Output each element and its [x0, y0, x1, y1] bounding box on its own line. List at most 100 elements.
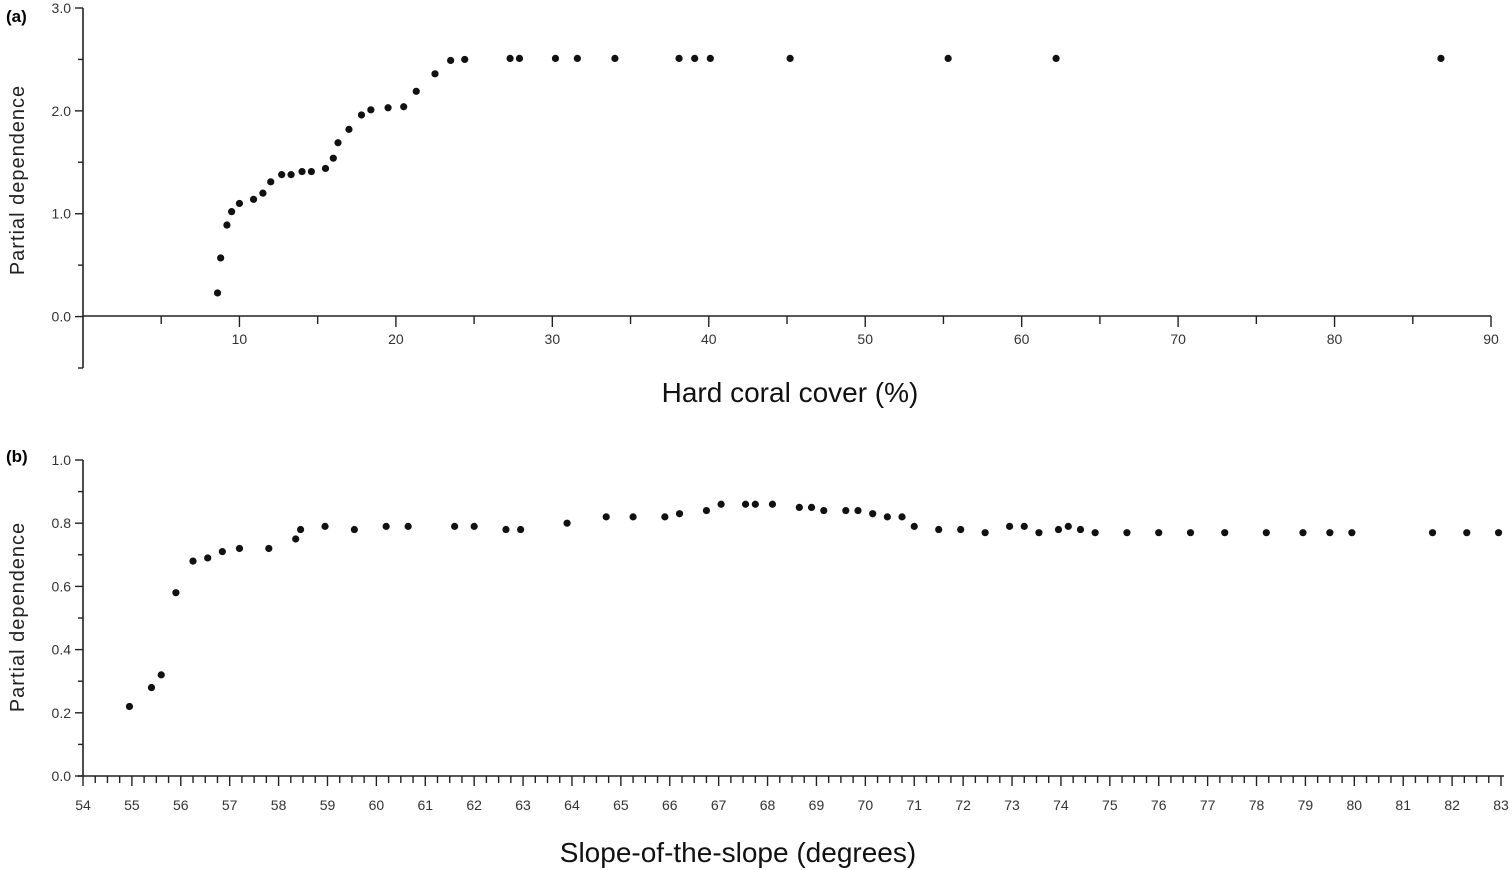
panel-a-data-point — [287, 171, 295, 179]
panel-a-data-point — [431, 70, 439, 78]
panel-b-data-point — [741, 500, 750, 508]
panel-a-data-point — [412, 87, 420, 95]
panel-b-data-point — [898, 513, 906, 521]
panel-b-data-point — [869, 510, 877, 518]
panel-b-x-tick-label: 58 — [271, 797, 287, 813]
panel-b-axes — [78, 460, 1504, 777]
panel-b-x-tick-label: 83 — [1493, 797, 1509, 813]
panel-a-ticks: 0.0 1.0 2.0 3.0 10 20 30 40 50 60 70 80 90 — [52, 0, 1499, 369]
panel-b-x-tick-label: 62 — [466, 797, 482, 813]
panel-b-data-point — [470, 522, 478, 530]
panel-b-data-point — [189, 557, 197, 565]
panel-a-data-point — [235, 199, 244, 208]
panel-b-y-tick-label: 0.4 — [52, 642, 72, 658]
panel-b-y-axis-title: Partial dependence — [7, 522, 29, 712]
panel-b-x-tick-label: 78 — [1249, 797, 1265, 813]
panel-b-data-point — [1054, 525, 1063, 534]
panel-a-label: (a) — [6, 7, 27, 26]
panel-b-data-point — [125, 702, 134, 711]
panel-b-x-tick-label: 59 — [320, 797, 336, 813]
panel-b-y-tick-label: 1.0 — [52, 452, 72, 468]
panel-a-data-point — [259, 189, 267, 197]
panel-a-data-point — [551, 54, 560, 63]
panel-b-data-point — [807, 503, 816, 511]
panel-b-data-point — [204, 554, 212, 562]
panel-b-data-point — [981, 529, 989, 537]
panel-b-x-tick-label: 60 — [369, 797, 385, 813]
panel-a-data-point — [384, 104, 392, 112]
panel-a-data-point — [611, 54, 619, 63]
panel-b-data-point — [517, 525, 525, 534]
panel-b-points — [125, 500, 1503, 711]
panel-a-points — [213, 54, 1445, 297]
panel-b-x-tick-label: 82 — [1444, 797, 1460, 813]
panel-b-data-point — [1299, 529, 1307, 537]
panel-a-data-point — [217, 254, 225, 262]
panel-b-x-axis-title: Slope-of-the-slope (degrees) — [560, 837, 916, 868]
panel-b-x-tick-label: 81 — [1395, 797, 1411, 813]
panel-a-data-point — [461, 55, 469, 64]
panel-a-data-point — [357, 111, 366, 119]
panel-a-x-tick-label: 20 — [388, 331, 404, 347]
panel-a-data-point — [334, 139, 342, 147]
panel-a-data-point — [786, 54, 794, 63]
panel-b-y-tick-label: 0.8 — [52, 515, 72, 531]
panel-b-data-point — [1020, 522, 1028, 530]
panel-a-data-point — [228, 208, 236, 216]
panel-a-y-axis-title: Partial dependence — [7, 85, 29, 275]
panel-a-data-point — [944, 54, 952, 63]
panel-a-x-tick-label: 40 — [701, 331, 717, 347]
panel-b-x-tick-label: 73 — [1004, 797, 1020, 813]
panel-b-data-point — [702, 506, 711, 515]
panel-a: (a) Partial dependence Hard coral cover … — [6, 0, 1499, 408]
panel-a-data-point — [278, 171, 286, 179]
panel-a-data-point — [321, 164, 330, 173]
panel-b-x-tick-label: 70 — [858, 797, 874, 813]
panel-b-data-point — [602, 513, 610, 521]
panel-b-data-point — [563, 519, 571, 527]
panel-b-data-point — [1186, 529, 1195, 537]
panel-b: (b) Partial dependence Slope-of-the-slop… — [6, 447, 1509, 868]
panel-a-x-tick-label: 70 — [1170, 331, 1186, 347]
panel-b-data-point — [296, 525, 305, 534]
panel-a-x-tick-label: 10 — [232, 331, 248, 347]
panel-b-data-point — [1064, 522, 1072, 530]
panel-b-x-tick-label: 76 — [1151, 797, 1167, 813]
panel-b-x-tick-label: 54 — [75, 797, 91, 813]
panel-a-data-point — [223, 221, 231, 229]
panel-b-x-tick-label: 61 — [417, 797, 433, 813]
panel-a-y-tick-label: 3.0 — [52, 0, 72, 16]
panel-a-x-tick-label: 50 — [857, 331, 873, 347]
panel-b-x-tick-label: 79 — [1298, 797, 1314, 813]
panel-b-data-point — [1091, 529, 1099, 537]
panel-a-data-point — [447, 56, 455, 65]
panel-b-x-tick-label: 75 — [1102, 797, 1118, 813]
panel-b-x-tick-label: 63 — [515, 797, 531, 813]
panel-b-data-point — [218, 548, 226, 556]
panel-b-label: (b) — [6, 447, 28, 466]
panel-b-y-tick-label: 0.6 — [52, 578, 72, 594]
panel-a-data-point — [515, 54, 524, 63]
panel-b-data-point — [1221, 529, 1229, 537]
panel-b-data-point — [147, 683, 156, 692]
panel-b-data-point — [820, 506, 828, 515]
panel-b-data-point — [1123, 529, 1131, 537]
panel-a-data-point — [267, 178, 275, 186]
panel-b-x-tick-label: 57 — [222, 797, 238, 813]
panel-a-y-tick-label: 0.0 — [52, 309, 72, 325]
panel-b-data-point — [1428, 529, 1437, 537]
panel-a-data-point — [213, 289, 222, 297]
panel-b-x-tick-label: 56 — [173, 797, 189, 813]
panel-b-data-point — [382, 522, 390, 530]
panel-b-data-point — [1005, 522, 1014, 530]
panel-b-data-point — [265, 544, 273, 553]
panel-a-data-point — [1437, 54, 1445, 63]
panel-b-data-point — [1155, 529, 1163, 537]
panel-b-data-point — [629, 513, 637, 521]
panel-a-data-point — [706, 54, 714, 63]
panel-b-data-point — [1348, 529, 1356, 537]
panel-b-ticks: 0.0 0.2 0.4 0.6 0.8 1.0 54 55 56 57 58 59 60 61 62 63 64… — [52, 452, 1509, 813]
panel-a-x-tick-label: 30 — [545, 331, 561, 347]
panel-b-x-tick-label: 55 — [124, 797, 140, 813]
